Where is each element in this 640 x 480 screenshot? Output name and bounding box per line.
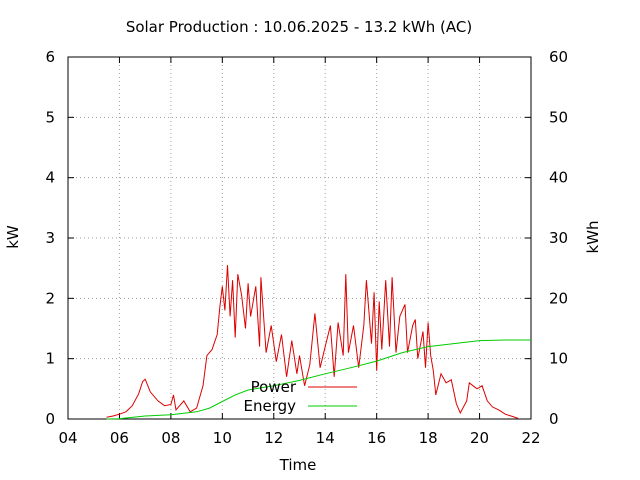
grid-lines: [68, 57, 531, 419]
x-tick-label: 22: [521, 429, 540, 447]
x-tick-label: 10: [213, 429, 232, 447]
x-tick-label: 18: [419, 429, 438, 447]
y-right-tick-label: 20: [549, 289, 568, 307]
series-layer: [106, 265, 531, 420]
y-left-tick-label: 4: [45, 169, 55, 187]
x-tick-label: 06: [110, 429, 129, 447]
x-tick-label: 08: [161, 429, 180, 447]
x-tick-label: 14: [316, 429, 335, 447]
y-left-tick-label: 5: [45, 108, 55, 126]
y-left-tick-label: 6: [45, 48, 55, 66]
legend: Power Energy: [243, 378, 357, 415]
y-right-tick-label: 30: [549, 229, 568, 247]
y-left-tick-label: 1: [45, 350, 55, 368]
y-left-tick-label: 2: [45, 289, 55, 307]
x-tick-label: 20: [470, 429, 489, 447]
y-left-tick-label: 0: [45, 410, 55, 428]
y-right-tick-label: 10: [549, 350, 568, 368]
y-left-tick-label: 3: [45, 229, 55, 247]
chart-title: Solar Production : 10.06.2025 - 13.2 kWh…: [126, 18, 472, 36]
legend-label-energy: Energy: [243, 397, 296, 415]
y-right-tick-label: 50: [549, 108, 568, 126]
x-tick-label: 12: [264, 429, 283, 447]
x-tick-label: 16: [367, 429, 386, 447]
y-right-tick-label: 60: [549, 48, 568, 66]
series-line-power: [106, 265, 519, 419]
y-right-tick-label: 0: [549, 410, 559, 428]
series-line-energy: [106, 339, 531, 420]
y-axis-right-label: kWh: [584, 220, 602, 253]
y-axis-left-label: kW: [4, 225, 22, 249]
x-tick-label: 04: [58, 429, 77, 447]
plot-frame: [67, 56, 532, 420]
x-axis-label: Time: [279, 456, 317, 474]
y-right-tick-label: 40: [549, 169, 568, 187]
legend-label-power: Power: [251, 378, 297, 396]
